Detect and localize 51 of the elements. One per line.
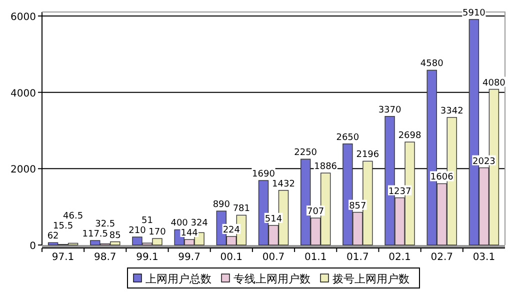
y-tick-label: 2000 [10,164,36,176]
data-label: 2698 [398,131,422,142]
x-tick-label: 00.1 [220,252,243,263]
data-label: 85 [109,230,121,241]
data-label: 1237 [388,186,412,197]
data-label: 46.5 [63,212,84,222]
data-label: 5910 [462,8,486,18]
data-label: 210 [128,226,146,236]
data-label: 2650 [336,132,360,143]
data-label: 890 [212,200,230,210]
data-label: 3342 [440,106,464,116]
x-tick-label: 03.1 [472,252,496,263]
data-label: 400 [170,218,188,229]
data-label: 2196 [356,150,380,160]
data-label: 1886 [314,162,338,172]
y-tick-label: 6000 [10,12,36,23]
x-tick-label: 97.1 [52,252,74,263]
data-label: 2023 [472,156,496,167]
legend-label: 拨号上网用户数 [332,272,410,286]
legend-label: 上网用户总数 [146,272,212,286]
data-label: 51 [142,216,153,226]
data-label: 32.5 [95,220,116,230]
x-tick-label: 98.7 [94,252,116,263]
data-label: 707 [306,207,324,218]
data-label: 1606 [430,172,454,183]
y-tick-label: 0 [30,241,36,252]
y-tick-label: 4000 [10,88,36,100]
data-label: 2250 [294,148,318,158]
x-tick-label: 02.1 [388,252,411,263]
x-tick-label: 00.7 [262,252,285,263]
data-label: 1690 [252,170,276,180]
data-label: 3370 [378,105,402,116]
data-label: 170 [148,228,166,238]
data-label: 4580 [420,59,444,70]
data-label: 781 [232,204,250,214]
data-label: 1432 [272,179,295,190]
data-label: 144 [180,228,198,239]
x-tick-label: 01.1 [304,252,327,263]
x-tick-label: 02.7 [430,252,453,263]
x-tick-label: 01.7 [346,252,369,263]
data-label: 857 [349,201,366,212]
data-label: 117.5 [82,230,108,240]
data-label: 62 [47,232,59,242]
x-tick-label: 99.7 [178,252,200,263]
data-label: 514 [264,214,282,224]
data-label: 4080 [482,78,506,88]
data-label: 15.5 [53,222,74,232]
legend-label: 专线上网用户数 [234,272,310,286]
data-label: 324 [190,218,208,229]
data-label: 224 [222,225,240,236]
x-tick-label: 99.1 [136,252,158,263]
